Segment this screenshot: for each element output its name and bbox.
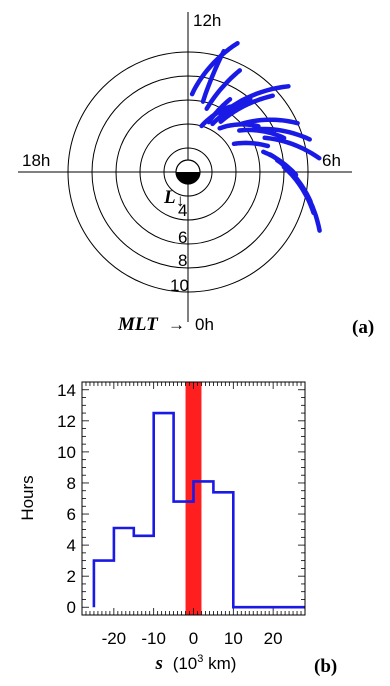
x-axis-units: (10 bbox=[173, 654, 198, 673]
plot-frame bbox=[81, 381, 306, 616]
l-arrow: ↓ bbox=[176, 191, 185, 210]
y-tick-label: 8 bbox=[67, 474, 76, 493]
mlt-label-dawn: 6h bbox=[322, 151, 341, 170]
arc-segment bbox=[281, 164, 316, 216]
x-tick-label: -20 bbox=[102, 629, 127, 648]
histogram-series bbox=[92, 411, 305, 609]
l-axis-label: L bbox=[163, 187, 176, 208]
earth-nightside bbox=[176, 172, 200, 184]
x-tick-labels: -20 -10 0 10 20 bbox=[102, 629, 283, 648]
y-tick-label: 0 bbox=[67, 598, 76, 617]
y-tick-label: 14 bbox=[57, 381, 76, 400]
earth-symbol bbox=[175, 159, 201, 185]
ring-label-6: 6 bbox=[178, 228, 187, 247]
y-minor-ticks bbox=[82, 389, 305, 608]
y-tick-labels: 0 2 4 6 8 10 12 14 bbox=[57, 381, 76, 617]
x-tick-label: -10 bbox=[141, 629, 166, 648]
x-axis-units-exp: 3 bbox=[197, 653, 203, 665]
mlt-label-midnight: 0h bbox=[195, 315, 214, 334]
arc-segment bbox=[251, 126, 312, 142]
mlt-label-dusk: 18h bbox=[22, 151, 50, 170]
arc-segment bbox=[239, 117, 300, 127]
arc-segment bbox=[218, 93, 275, 124]
ring-label-10: 10 bbox=[170, 276, 189, 295]
arc-segment bbox=[287, 169, 322, 233]
y-tick-label: 10 bbox=[57, 443, 76, 462]
x-axis-units-tail: km) bbox=[203, 654, 236, 673]
arc-segment bbox=[231, 140, 271, 149]
ring-label-8: 8 bbox=[178, 251, 187, 270]
y-tick-label: 2 bbox=[67, 567, 76, 586]
x-tick-label: 0 bbox=[189, 629, 198, 648]
y-tick-label: 6 bbox=[67, 505, 76, 524]
arc-segment bbox=[200, 48, 227, 104]
x-axis-symbol: s bbox=[155, 653, 163, 674]
arc-segment bbox=[217, 122, 261, 131]
ring-label-4: 4 bbox=[178, 201, 187, 220]
arc-segment bbox=[189, 40, 240, 97]
mlt-arrow: → bbox=[168, 315, 185, 334]
panel-a-tag: (a) bbox=[352, 317, 374, 338]
y-tick-label: 12 bbox=[57, 412, 76, 431]
panel-b-tag: (b) bbox=[314, 656, 337, 677]
x-axis-label: s (103 km) bbox=[155, 653, 237, 674]
mlt-axis-label: MLT bbox=[117, 314, 159, 335]
x-tick-label: 10 bbox=[224, 629, 243, 648]
x-tick-label: 20 bbox=[264, 629, 283, 648]
y-axis-label: Hours bbox=[18, 475, 37, 520]
y-tick-label: 4 bbox=[67, 536, 76, 555]
polar-plot: 12h 6h 18h 0h MLT → L ↓ 4 6 8 10 (a) bbox=[18, 11, 374, 338]
arc-segment bbox=[204, 68, 243, 111]
arc-segments bbox=[189, 40, 322, 233]
arc-segment bbox=[218, 84, 291, 118]
arc-segment bbox=[262, 135, 322, 161]
histogram-plot: 0 2 4 6 8 10 12 14 -20 -10 0 10 20 Hours s (103 km)… bbox=[18, 381, 337, 677]
mlt-label-noon: 12h bbox=[193, 11, 221, 30]
